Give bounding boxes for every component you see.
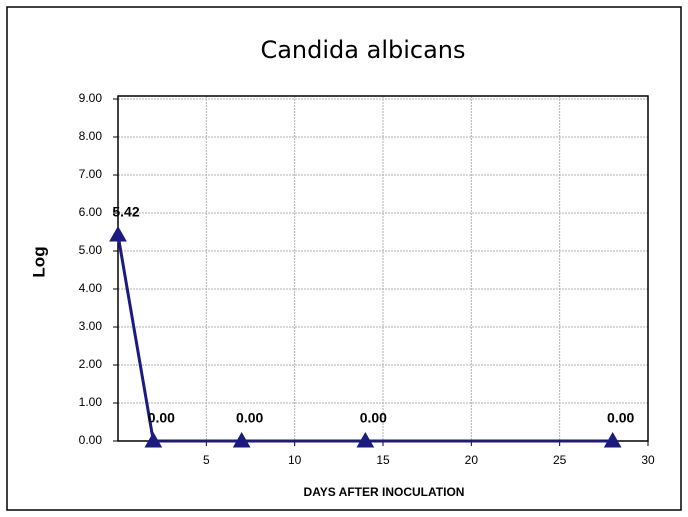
y-axis-label: Log bbox=[29, 246, 48, 277]
x-tick-label: 30 bbox=[641, 453, 655, 467]
y-tick-label: 0.00 bbox=[79, 433, 103, 447]
x-axis-label: DAYS AFTER INOCULATION bbox=[304, 485, 465, 499]
y-tick-label: 2.00 bbox=[79, 357, 103, 371]
marker bbox=[109, 226, 127, 242]
y-tick-label: 6.00 bbox=[79, 205, 103, 219]
marker bbox=[144, 431, 163, 448]
marker bbox=[232, 431, 251, 448]
marker bbox=[356, 431, 375, 448]
marker bbox=[603, 431, 622, 448]
y-tick-label: 8.00 bbox=[79, 129, 103, 143]
y-tick-label: 3.00 bbox=[79, 319, 103, 333]
chart-title: Candida albicans bbox=[260, 36, 465, 64]
y-tick-label: 9.00 bbox=[79, 91, 103, 105]
x-tick-label: 5 bbox=[203, 453, 210, 467]
x-tick-label: 25 bbox=[553, 453, 567, 467]
x-tick-label: 10 bbox=[288, 453, 302, 467]
data-label: 0.00 bbox=[236, 410, 263, 426]
y-tick-label: 1.00 bbox=[79, 395, 103, 409]
x-tick-label: 20 bbox=[465, 453, 479, 467]
y-tick-label: 4.00 bbox=[79, 281, 103, 295]
y-tick-label: 5.00 bbox=[79, 243, 103, 257]
data-label: 0.00 bbox=[148, 410, 175, 426]
data-label: 0.00 bbox=[607, 410, 634, 426]
x-tick-label: 15 bbox=[376, 453, 390, 467]
y-tick-label: 7.00 bbox=[79, 167, 103, 181]
data-label: 0.00 bbox=[360, 410, 387, 426]
data-label: 5.42 bbox=[112, 204, 139, 220]
